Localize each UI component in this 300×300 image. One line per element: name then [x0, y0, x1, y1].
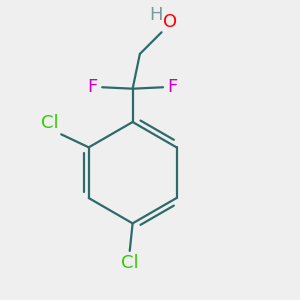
- Text: Cl: Cl: [121, 254, 139, 272]
- Text: Cl: Cl: [41, 114, 58, 132]
- Text: H: H: [149, 6, 163, 24]
- Text: F: F: [88, 78, 98, 96]
- Text: F: F: [167, 78, 178, 96]
- Text: O: O: [163, 13, 177, 31]
